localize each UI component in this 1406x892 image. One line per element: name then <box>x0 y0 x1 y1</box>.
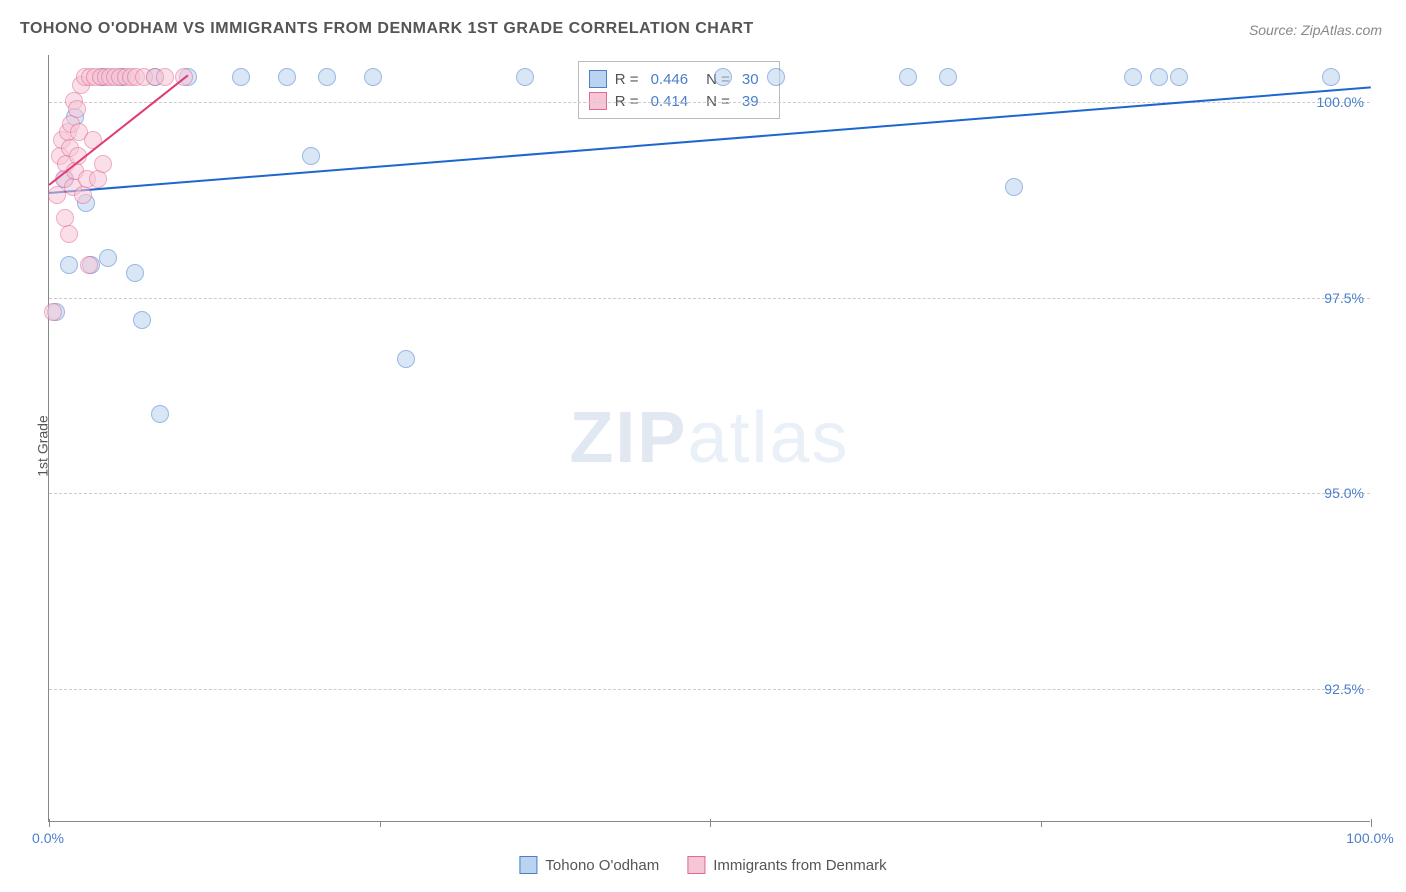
legend-label: Immigrants from Denmark <box>713 857 886 874</box>
legend-label: Tohono O'odham <box>545 857 659 874</box>
legend-swatch <box>589 70 607 88</box>
source-prefix: Source: <box>1249 22 1301 38</box>
data-point <box>302 147 320 165</box>
gridline-h <box>49 298 1370 299</box>
correlation-legend: R =0.446N =30R =0.414N =39 <box>578 61 780 119</box>
data-point <box>1322 68 1340 86</box>
data-point <box>94 155 112 173</box>
data-point <box>74 186 92 204</box>
data-point <box>767 68 785 86</box>
x-tick <box>49 819 50 827</box>
y-tick-label: 92.5% <box>1324 681 1364 697</box>
data-point <box>60 256 78 274</box>
x-tick <box>380 822 381 827</box>
watermark-bold: ZIP <box>569 398 687 478</box>
x-tick <box>1371 819 1372 827</box>
chart-container: TOHONO O'ODHAM VS IMMIGRANTS FROM DENMAR… <box>0 0 1406 892</box>
legend-item: Immigrants from Denmark <box>687 856 886 874</box>
data-point <box>151 405 169 423</box>
data-point <box>126 264 144 282</box>
watermark: ZIPatlas <box>569 397 849 479</box>
data-point <box>516 68 534 86</box>
y-tick-label: 97.5% <box>1324 290 1364 306</box>
data-point <box>44 303 62 321</box>
chart-source: Source: ZipAtlas.com <box>1249 22 1382 38</box>
data-point <box>232 68 250 86</box>
gridline-h <box>49 493 1370 494</box>
legend-r-label: R = <box>615 71 639 88</box>
data-point <box>99 249 117 267</box>
data-point <box>80 256 98 274</box>
x-tick-label: 100.0% <box>1346 830 1393 846</box>
data-point <box>939 68 957 86</box>
data-point <box>1005 178 1023 196</box>
data-point <box>133 311 151 329</box>
chart-title: TOHONO O'ODHAM VS IMMIGRANTS FROM DENMAR… <box>20 20 754 38</box>
watermark-light: atlas <box>687 398 849 478</box>
data-point <box>1150 68 1168 86</box>
gridline-h <box>49 689 1370 690</box>
data-point <box>156 68 174 86</box>
x-tick <box>1041 822 1042 827</box>
y-tick-label: 95.0% <box>1324 485 1364 501</box>
data-point <box>364 68 382 86</box>
x-tick <box>710 819 711 827</box>
series-legend: Tohono O'odham Immigrants from Denmark <box>519 856 886 874</box>
source-name: ZipAtlas.com <box>1301 22 1382 38</box>
legend-swatch <box>519 856 537 874</box>
data-point <box>714 68 732 86</box>
data-point <box>899 68 917 86</box>
data-point <box>397 350 415 368</box>
data-point <box>60 225 78 243</box>
data-point <box>68 100 86 118</box>
legend-r-value: 0.446 <box>651 71 689 88</box>
plot-area: ZIPatlas R =0.446N =30R =0.414N =39 100.… <box>48 55 1370 822</box>
data-point <box>278 68 296 86</box>
data-point <box>89 170 107 188</box>
legend-item: Tohono O'odham <box>519 856 659 874</box>
legend-swatch <box>687 856 705 874</box>
x-tick-label: 0.0% <box>32 830 64 846</box>
data-point <box>1124 68 1142 86</box>
data-point <box>318 68 336 86</box>
legend-n-value: 30 <box>742 71 759 88</box>
y-tick-label: 100.0% <box>1317 94 1364 110</box>
legend-row: R =0.446N =30 <box>589 68 769 90</box>
data-point <box>1170 68 1188 86</box>
